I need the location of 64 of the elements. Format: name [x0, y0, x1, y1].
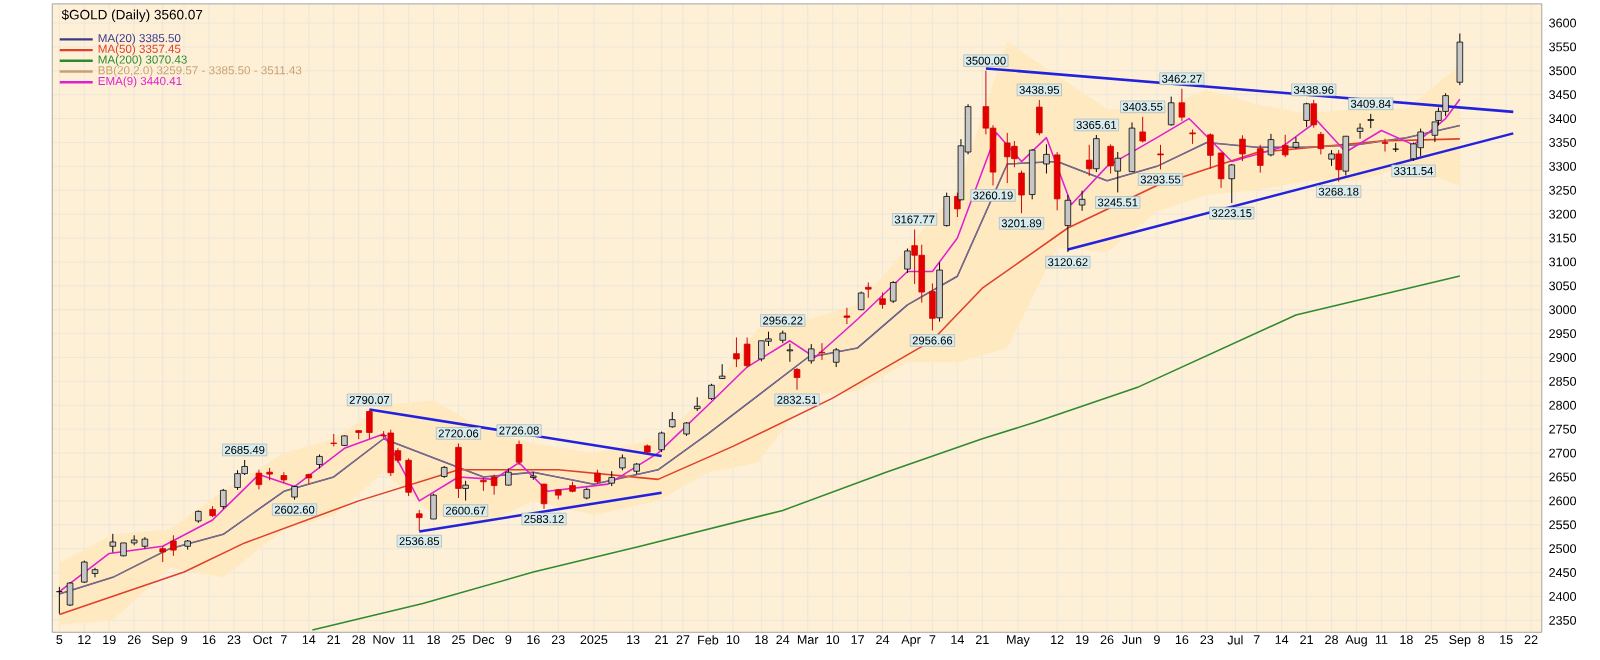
candlestick: [1004, 132, 1011, 184]
candlestick: [480, 477, 487, 492]
candlestick: [1107, 144, 1114, 175]
candlestick: [1381, 138, 1389, 153]
candlestick: [758, 340, 765, 363]
candlestick: [1018, 170, 1025, 215]
candlestick: [1417, 128, 1424, 158]
candlestick: [1356, 123, 1364, 140]
candlestick: [1292, 136, 1300, 150]
candlestick: [387, 429, 395, 477]
candlestick: [280, 471, 288, 484]
candlestick: [808, 343, 815, 365]
candlestick: [109, 533, 117, 554]
candlestick: [1157, 144, 1164, 171]
candlestick: [1317, 131, 1325, 156]
candlestick: [743, 337, 751, 369]
candlestick: [490, 474, 498, 496]
candlestick: [220, 488, 227, 510]
candlestick: [1085, 144, 1093, 177]
line-series: [311, 275, 1461, 631]
candlestick: [1257, 144, 1264, 174]
candlestick: [929, 283, 936, 332]
candlestick: [1303, 102, 1310, 128]
candlestick: [889, 280, 897, 304]
candlestick: [1093, 134, 1100, 173]
candlestick: [1053, 151, 1061, 212]
candlestick: [1442, 93, 1449, 117]
candlestick: [1239, 135, 1246, 162]
candlestick: [1078, 190, 1086, 212]
candlestick: [416, 509, 423, 532]
candlestick: [430, 493, 437, 520]
candlestick: [255, 469, 263, 491]
candlestick: [1128, 122, 1136, 173]
candlestick: [1456, 33, 1464, 86]
candlestick: [515, 440, 523, 466]
candlestick: [793, 367, 801, 391]
candlestick: [462, 480, 469, 502]
candlestick: [455, 443, 462, 499]
candlestick: [405, 458, 412, 497]
candlestick: [904, 248, 911, 274]
candlestick: [1228, 163, 1236, 204]
candlestick: [943, 192, 950, 228]
candlestick: [733, 337, 740, 368]
candlestick: [1167, 96, 1175, 127]
candlestick: [1036, 99, 1043, 137]
candlestick: [1217, 152, 1225, 189]
candlestick: [170, 535, 177, 557]
candlestick: [843, 307, 851, 325]
candlestick: [1335, 149, 1342, 183]
candlestick: [1028, 148, 1036, 201]
candlestick: [1281, 134, 1289, 159]
candlestick: [832, 347, 840, 368]
candlestick: [1207, 133, 1214, 170]
candlestick: [1310, 99, 1317, 129]
candlestick: [936, 262, 943, 323]
candlestick: [1114, 151, 1121, 194]
candlestick: [540, 483, 548, 510]
candlestick: [786, 343, 794, 363]
candlestick: [1178, 88, 1186, 122]
candlestick: [1043, 144, 1050, 175]
candlestick: [366, 409, 373, 440]
candlestick: [1064, 194, 1072, 253]
candlestick: [1342, 136, 1350, 177]
candlestick: [1139, 116, 1146, 144]
